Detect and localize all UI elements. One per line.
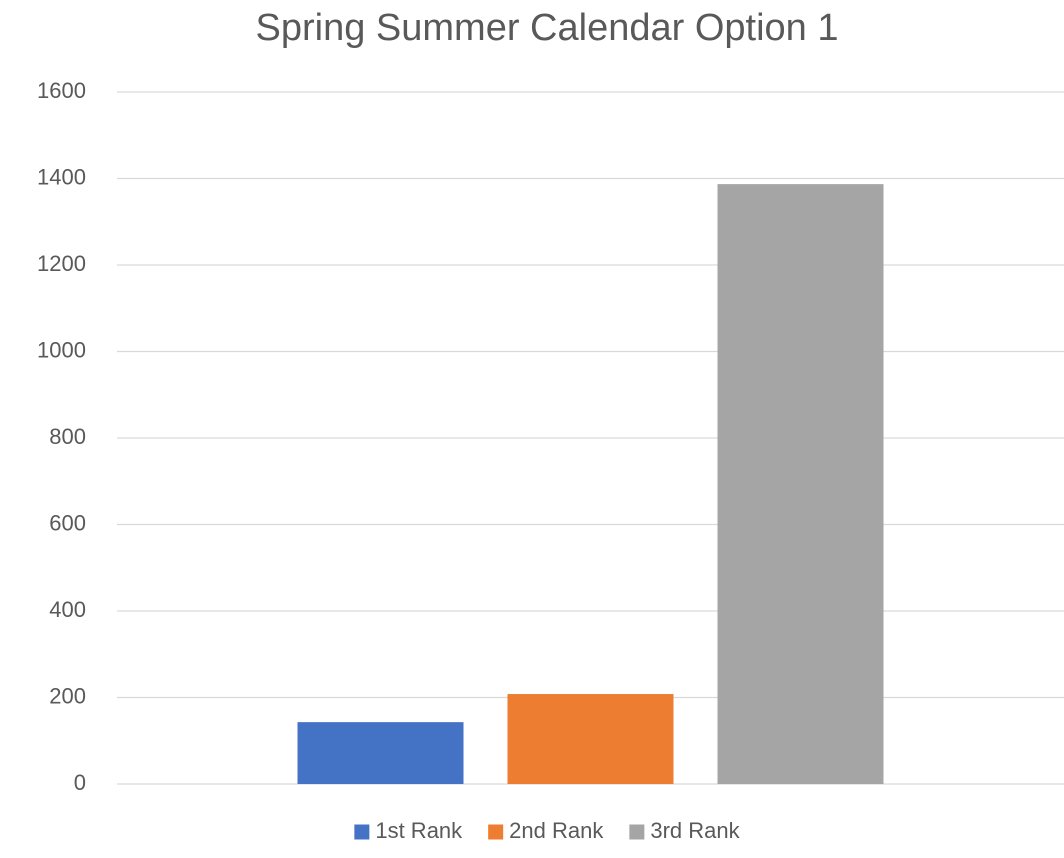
legend-swatch — [354, 824, 370, 840]
bar — [507, 694, 674, 784]
y-tick-label: 0 — [74, 770, 86, 795]
y-tick-label: 1000 — [37, 337, 86, 362]
y-tick-label: 600 — [49, 510, 86, 535]
legend-swatch — [629, 824, 645, 840]
y-tick-label: 1200 — [37, 251, 86, 276]
y-tick-label: 400 — [49, 597, 86, 622]
y-tick-label: 200 — [49, 683, 86, 708]
y-tick-label: 1400 — [37, 164, 86, 189]
legend-label: 2nd Rank — [509, 818, 604, 843]
chart-title: Spring Summer Calendar Option 1 — [256, 7, 839, 49]
y-tick-label: 800 — [49, 424, 86, 449]
legend-swatch — [488, 824, 504, 840]
y-tick-label: 1600 — [37, 78, 86, 103]
legend-label: 3rd Rank — [650, 818, 740, 843]
bar — [717, 184, 884, 784]
legend-label: 1st Rank — [375, 818, 463, 843]
bar — [297, 722, 464, 784]
